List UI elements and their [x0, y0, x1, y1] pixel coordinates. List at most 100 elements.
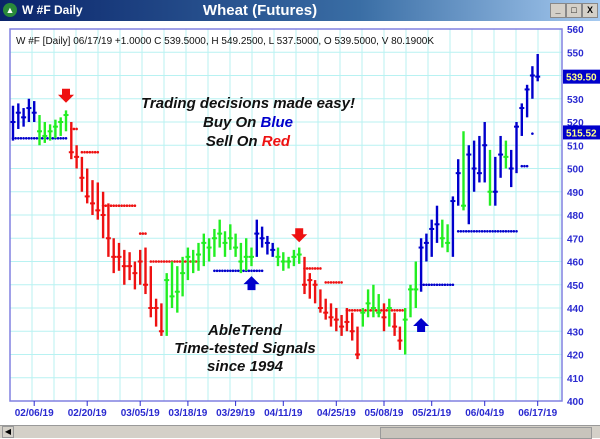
stop-dot	[504, 229, 508, 233]
x-tick-label: 03/18/19	[168, 408, 207, 419]
stop-dot	[494, 229, 497, 233]
stop-dot	[353, 309, 357, 312]
stop-dot	[324, 281, 328, 284]
stop-dot	[430, 283, 434, 287]
stop-dot	[531, 132, 534, 135]
stop-dot	[157, 260, 161, 263]
stop-dot	[311, 267, 314, 270]
stop-dot	[128, 204, 131, 207]
x-tick-label: 05/08/19	[365, 408, 404, 419]
stop-dot	[255, 269, 259, 273]
stop-dot	[509, 229, 513, 233]
stop-dot	[62, 136, 65, 140]
stop-dot	[141, 232, 145, 235]
stop-dot	[115, 204, 118, 207]
stop-dot	[369, 309, 373, 312]
stop-dot	[24, 136, 28, 140]
stop-dot	[93, 150, 97, 154]
y-tick-label: 560	[567, 25, 584, 36]
stop-dot	[223, 269, 227, 273]
y-tick-label: 440	[567, 304, 584, 315]
stop-dot	[448, 283, 452, 287]
stop-dot	[51, 136, 55, 140]
price-label-box	[563, 125, 600, 140]
stop-dot	[472, 229, 476, 233]
promo-sell: Sell On Red	[206, 133, 291, 150]
stop-dot	[446, 283, 449, 287]
stop-dot	[35, 136, 39, 140]
plot-border	[9, 28, 563, 402]
stop-dot	[464, 229, 468, 233]
y-tick-label: 430	[567, 327, 584, 338]
y-tick-label: 500	[567, 165, 584, 176]
stop-dot	[247, 269, 251, 273]
stop-dot	[176, 260, 179, 263]
horizontal-scrollbar[interactable]: ◀	[0, 425, 600, 439]
stop-dot	[250, 269, 253, 273]
stop-dot	[14, 136, 17, 140]
stop-dot	[59, 136, 62, 140]
stop-dot	[390, 309, 394, 312]
sell-arrow-icon	[291, 228, 308, 243]
stop-dot	[435, 283, 439, 287]
price-label: 539.50	[566, 73, 597, 84]
stop-dot	[123, 204, 126, 207]
promo-buy: Buy On Blue	[203, 114, 293, 131]
stop-dot	[75, 127, 78, 131]
minimize-button[interactable]: _	[550, 3, 566, 18]
promo-text: Trading decisions made easy! Buy On Blue…	[141, 95, 355, 375]
price-labels: 539.50 515.52	[563, 69, 600, 140]
stop-dot	[130, 204, 134, 207]
stop-dot	[260, 269, 264, 273]
maximize-button[interactable]: □	[566, 3, 582, 18]
stop-dot	[451, 283, 455, 287]
stop-dot	[491, 229, 494, 233]
x-tick-label: 06/04/19	[465, 408, 504, 419]
x-tick-label: 05/21/19	[412, 408, 451, 419]
x-tick-label: 06/17/19	[518, 408, 557, 419]
scroll-left-arrow-icon[interactable]: ◀	[2, 426, 14, 438]
stop-dot	[149, 260, 153, 263]
stop-dot	[117, 204, 121, 207]
stop-dot	[467, 229, 471, 233]
stop-dot	[109, 204, 113, 207]
stop-dot	[27, 136, 31, 140]
tagline: Time-tested Signals	[174, 340, 315, 357]
buy-arrow-icon	[413, 317, 430, 332]
stop-dot	[475, 229, 479, 233]
y-tick-label: 470	[567, 234, 584, 245]
stop-dot	[438, 283, 441, 287]
stop-dot	[242, 269, 245, 273]
stop-dot	[231, 269, 235, 273]
stop-dot	[422, 283, 426, 287]
stop-dot	[144, 232, 147, 235]
stop-dot	[88, 150, 92, 154]
stop-dot	[470, 229, 473, 233]
stop-dot	[165, 260, 168, 263]
close-button[interactable]: X	[582, 3, 598, 18]
stop-dot	[162, 260, 166, 263]
x-axis: 02/06/19 02/20/19 03/05/19 03/18/19 03/29/19…	[15, 401, 558, 419]
price-bars	[10, 53, 541, 360]
since-text: since 1994	[207, 358, 284, 375]
stop-dot	[332, 281, 335, 284]
stop-dot	[358, 309, 362, 312]
y-tick-label: 550	[567, 48, 584, 59]
y-tick-label: 520	[567, 118, 584, 129]
y-tick-label: 410	[567, 374, 584, 385]
stop-dot	[229, 269, 232, 273]
stop-dot	[515, 229, 518, 233]
stop-dot	[483, 229, 487, 233]
y-tick-label: 450	[567, 281, 584, 292]
stop-dot	[64, 136, 68, 140]
stop-dot	[22, 136, 25, 140]
stop-dot	[456, 229, 460, 233]
stop-dot	[218, 269, 221, 273]
x-tick-label: 03/29/19	[216, 408, 255, 419]
stop-dot	[46, 136, 49, 140]
y-tick-label: 480	[567, 211, 584, 222]
stop-dot	[152, 260, 155, 263]
y-tick-label: 530	[567, 95, 584, 106]
stop-dot	[85, 150, 89, 154]
scrollbar-thumb[interactable]	[380, 427, 592, 439]
